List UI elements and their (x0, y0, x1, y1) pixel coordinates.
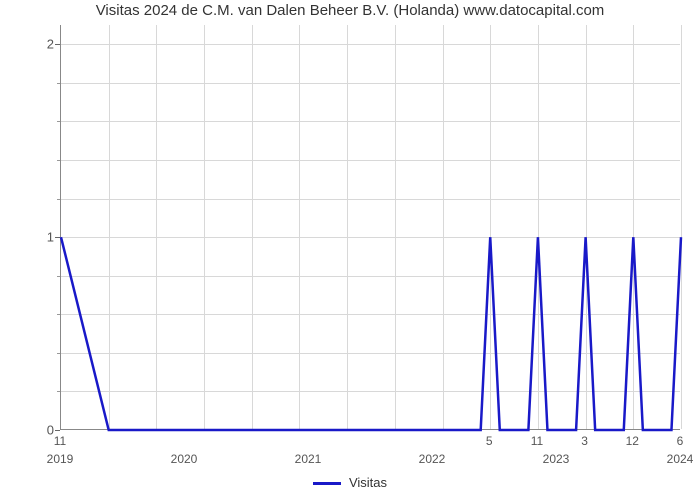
x-point-label: 5 (486, 434, 493, 448)
chart-title: Visitas 2024 de C.M. van Dalen Beheer B.… (0, 2, 700, 19)
x-point-label: 12 (626, 434, 639, 448)
legend-label: Visitas (349, 475, 387, 490)
x-point-label: 11 (531, 434, 543, 448)
y-tick-label: 2 (24, 37, 54, 52)
y-tick-label: 0 (24, 423, 54, 438)
plot-area (60, 25, 680, 430)
vertical-gridline (681, 25, 682, 429)
line-series (61, 25, 680, 429)
y-tick-mark (55, 430, 60, 431)
chart-container: Visitas 2024 de C.M. van Dalen Beheer B.… (0, 0, 700, 500)
legend-swatch (313, 482, 341, 485)
x-year-label: 2024 (667, 452, 694, 466)
x-year-label: 2023 (543, 452, 570, 466)
x-point-label: 6 (677, 434, 684, 448)
y-tick-label: 1 (24, 230, 54, 245)
legend: Visitas (0, 475, 700, 490)
x-point-label: 3 (581, 434, 588, 448)
x-year-label: 2019 (47, 452, 74, 466)
x-year-label: 2022 (419, 452, 446, 466)
x-point-label: 11 (54, 434, 66, 448)
x-year-label: 2020 (171, 452, 198, 466)
x-year-label: 2021 (295, 452, 322, 466)
